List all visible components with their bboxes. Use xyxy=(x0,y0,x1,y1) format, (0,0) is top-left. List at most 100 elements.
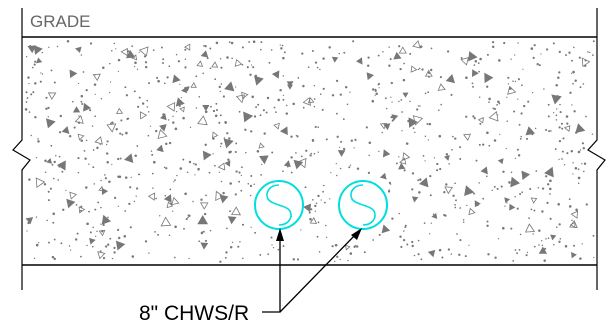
stipple-dot xyxy=(338,52,340,55)
stipple-aggregate xyxy=(497,158,504,165)
stipple-dot xyxy=(459,158,462,160)
stipple-dot xyxy=(88,210,90,213)
stipple-aggregate xyxy=(211,61,219,68)
stipple-dot xyxy=(473,192,475,195)
stipple-dot xyxy=(533,245,536,248)
stipple-dot xyxy=(102,66,105,69)
stipple-dot xyxy=(53,160,56,164)
stipple-dot xyxy=(124,86,127,89)
stipple-dot xyxy=(104,245,108,248)
stipple-dot xyxy=(48,241,50,244)
stipple-aggregate xyxy=(147,192,156,201)
stipple-dot xyxy=(587,51,589,53)
stipple-dot xyxy=(214,78,217,81)
stipple-dot xyxy=(99,143,101,146)
stipple-aggregate xyxy=(179,106,185,113)
stipple-dot xyxy=(162,62,164,64)
stipple-dot xyxy=(454,137,457,140)
stipple-dot xyxy=(235,170,238,173)
stipple-dot xyxy=(432,213,435,215)
stipple-dot xyxy=(77,82,80,85)
stipple-dot xyxy=(203,212,207,216)
stipple-dot xyxy=(436,162,439,166)
stipple-dot xyxy=(465,115,468,118)
stipple-dot xyxy=(444,214,447,217)
stipple-dot xyxy=(583,170,585,173)
stipple-aggregate xyxy=(570,210,579,219)
stipple-aggregate xyxy=(366,72,374,81)
stipple-dot xyxy=(218,171,221,174)
stipple-dot xyxy=(331,245,334,248)
stipple-dot xyxy=(249,73,252,77)
stipple-dot xyxy=(219,90,222,93)
stipple-dot xyxy=(71,100,74,103)
stipple-dot xyxy=(89,42,93,45)
stipple-aggregate xyxy=(94,136,103,145)
stipple-dot xyxy=(510,58,512,60)
stipple-dot xyxy=(404,224,407,227)
stipple-dot xyxy=(482,143,485,146)
right-break-line xyxy=(587,8,606,290)
stipple-aggregate xyxy=(286,81,294,88)
stipple-dot xyxy=(76,232,79,235)
stipple-aggregate xyxy=(468,51,478,62)
stipple-dot xyxy=(203,45,205,47)
stipple-dot xyxy=(395,162,398,165)
stipple-aggregate xyxy=(33,45,43,55)
stipple-dot xyxy=(439,76,442,79)
stipple-aggregate xyxy=(445,74,455,84)
stipple-dot xyxy=(343,51,346,54)
stipple-dot xyxy=(471,82,474,85)
stipple-dot xyxy=(577,150,581,154)
left-break-line xyxy=(12,8,31,290)
stipple-dot xyxy=(532,233,534,235)
stipple-dot xyxy=(148,252,150,254)
stipple-aggregate xyxy=(283,160,291,168)
stipple-dot xyxy=(282,94,285,97)
stipple-dot xyxy=(430,68,433,72)
stipple-dot xyxy=(399,67,402,71)
stipple-dot xyxy=(144,240,148,243)
stipple-aggregate xyxy=(444,186,454,195)
stipple-dot xyxy=(335,162,337,165)
stipple-dot xyxy=(466,204,468,207)
stipple-dot xyxy=(123,235,127,238)
stipple-dot xyxy=(531,91,534,94)
stipple-dot xyxy=(474,60,478,63)
stipple-dot xyxy=(349,252,353,255)
stipple-dot xyxy=(429,174,432,178)
stipple-dot xyxy=(403,230,405,232)
stipple-dot xyxy=(581,142,585,145)
stipple-aggregate xyxy=(296,157,307,169)
stipple-aggregate xyxy=(571,251,577,259)
stipple-aggregate xyxy=(196,60,204,67)
stipple-dot xyxy=(443,191,446,194)
stipple-dot xyxy=(272,246,275,249)
stipple-dot xyxy=(96,230,98,233)
stipple-dot xyxy=(252,66,255,69)
stipple-dot xyxy=(536,63,539,66)
stipple-dot xyxy=(479,122,482,125)
stipple-aggregate xyxy=(468,207,476,216)
stipple-dot xyxy=(134,154,137,158)
stipple-dot xyxy=(405,142,409,145)
stipple-dot xyxy=(535,170,538,172)
stipple-dot xyxy=(262,109,265,112)
stipple-aggregate xyxy=(78,206,86,214)
stipple-dot xyxy=(302,106,305,109)
stipple-dot xyxy=(151,153,154,156)
leader-arrowhead-icon xyxy=(351,228,362,240)
stipple-dot xyxy=(120,119,123,122)
stipple-dot xyxy=(28,111,31,113)
stipple-dot xyxy=(209,229,212,232)
stipple-dot xyxy=(498,102,501,105)
stipple-dot xyxy=(173,256,176,259)
stipple-dot xyxy=(514,195,516,198)
stipple-dot xyxy=(41,51,43,54)
stipple-dot xyxy=(133,90,136,93)
stipple-dot xyxy=(557,76,560,80)
stipple-dot xyxy=(592,234,595,237)
stipple-dot xyxy=(80,255,82,258)
stipple-dot xyxy=(204,44,207,48)
stipple-dot xyxy=(363,251,366,254)
